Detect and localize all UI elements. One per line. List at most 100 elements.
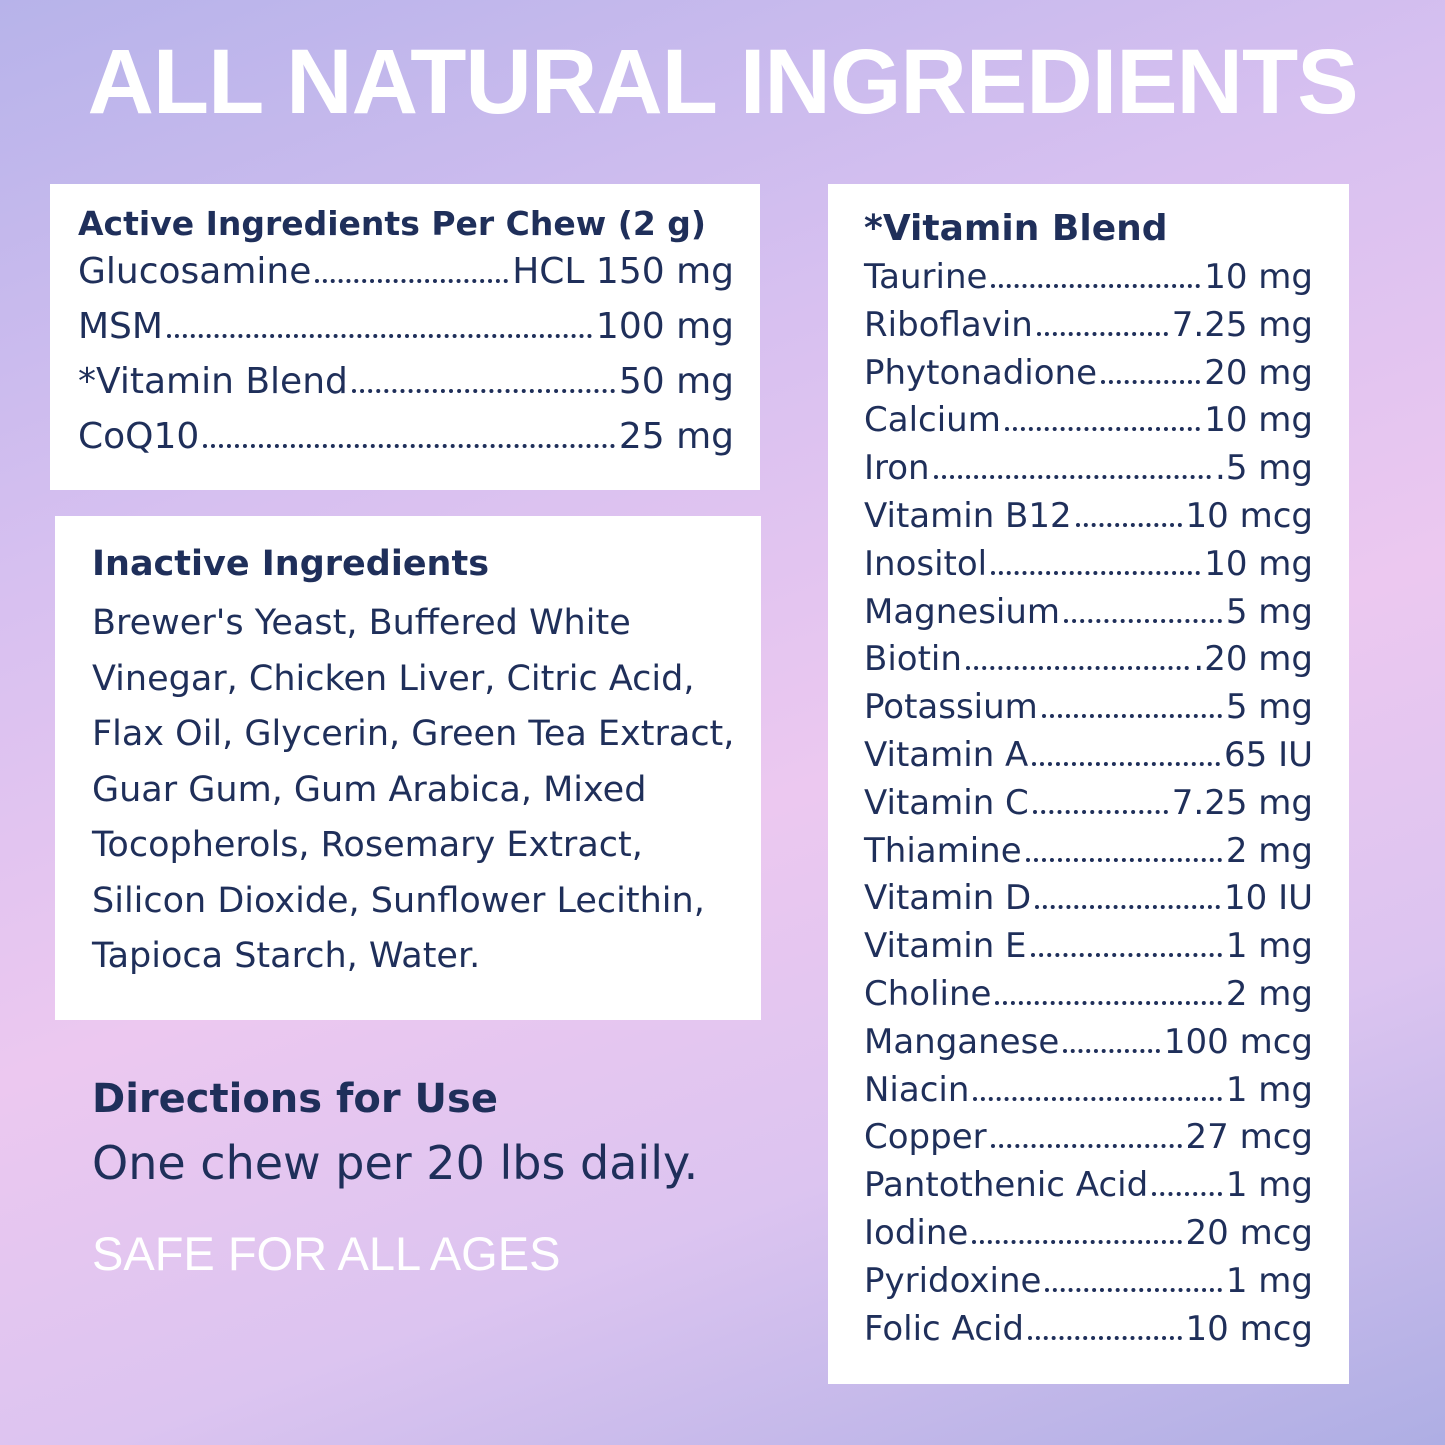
- dot-leader: [1032, 809, 1168, 814]
- ingredient-amount: HCL 150 mg: [512, 251, 734, 292]
- ingredient-row: Niacin 1 mg: [864, 1067, 1313, 1115]
- ingredient-row: Vitamin E 1 mg: [864, 923, 1313, 971]
- ingredient-amount: 10 mg: [1204, 257, 1313, 297]
- ingredient-row: Inositol 10 mg: [864, 541, 1313, 589]
- ingredient-name: Iron: [864, 448, 930, 489]
- ingredient-row: Vitamin B12 10 mcg: [864, 493, 1313, 541]
- ingredient-name: Manganese: [864, 1021, 1060, 1062]
- ingredient-row: Vitamin D 10 IU: [864, 875, 1313, 923]
- ingredient-amount: 20 mcg: [1185, 1212, 1313, 1253]
- dot-leader: [1036, 331, 1168, 336]
- ingredient-row: Riboflavin 7.25 mg: [864, 302, 1313, 350]
- active-ingredients-list: Glucosamine HCL 150 mg MSM 100 mg *Vitamin B…: [78, 244, 734, 464]
- dot-leader: [166, 334, 592, 338]
- inactive-ingredients-text: Brewer's Yeast, Buffered White Vinegar, …: [92, 603, 735, 976]
- ingredient-row: Pyridoxine 1 mg: [864, 1258, 1313, 1306]
- ingredient-amount: 5 mg: [1225, 687, 1313, 728]
- ingredient-amount: 2 mg: [1225, 973, 1313, 1014]
- ingredient-amount: 2 mg: [1225, 830, 1313, 871]
- ingredient-row: Potassium 5 mg: [864, 684, 1313, 732]
- ingredient-row: Magnesium 5 mg: [864, 589, 1313, 637]
- ingredient-row: Iodine 20 mcg: [864, 1210, 1313, 1258]
- active-ingredients-panel: Active Ingredients Per Chew (2 g) Glucos…: [50, 184, 760, 490]
- ingredient-amount: 10 mg: [1204, 543, 1313, 584]
- ingredient-name: Vitamin A: [864, 734, 1029, 775]
- ingredient-amount: 65 IU: [1224, 734, 1313, 775]
- dot-leader: [1035, 905, 1221, 910]
- dot-leader: [203, 444, 615, 448]
- ingredient-row: Calcium 10 mg: [864, 397, 1313, 445]
- ingredient-row: Pantothenic Acid 1 mg: [864, 1162, 1313, 1210]
- ingredient-row: Taurine 10 mg: [864, 254, 1313, 302]
- ingredient-amount: 7.25 mg: [1171, 782, 1313, 823]
- ingredient-amount: 27 mcg: [1185, 1117, 1313, 1158]
- ingredient-name: Potassium: [864, 687, 1038, 728]
- ingredient-amount: 100 mcg: [1163, 1021, 1313, 1062]
- dot-leader: [1030, 953, 1222, 958]
- dot-leader: [1004, 427, 1201, 432]
- dot-leader: [933, 475, 1212, 480]
- ingredient-name: Biotin: [864, 639, 962, 680]
- ingredient-amount: 20 mg: [1204, 352, 1313, 393]
- ingredient-name: Calcium: [864, 400, 1001, 441]
- ingredient-amount: 10 mcg: [1185, 1308, 1313, 1349]
- dot-leader: [991, 284, 1201, 288]
- vitamin-blend-heading: *Vitamin Blend: [864, 208, 1168, 249]
- ingredient-name: Magnesium: [864, 591, 1061, 632]
- ingredient-row: Vitamin C 7.25 mg: [864, 780, 1313, 828]
- dot-leader: [1027, 1335, 1182, 1340]
- ingredient-name: Riboflavin: [864, 304, 1033, 345]
- directions-text: One chew per 20 lbs daily.: [92, 1136, 699, 1190]
- ingredient-row: Copper 27 mcg: [864, 1114, 1313, 1162]
- dot-leader: [1064, 618, 1222, 623]
- ingredient-row: Manganese 100 mcg: [864, 1019, 1313, 1067]
- ingredient-amount: 50 mg: [618, 361, 734, 402]
- ingredient-row: Thiamine 2 mg: [864, 828, 1313, 876]
- ingredient-row: Folic Acid 10 mcg: [864, 1306, 1313, 1354]
- ingredient-name: Pantothenic Acid: [864, 1165, 1149, 1206]
- ingredient-name: *Vitamin Blend: [78, 361, 348, 402]
- ingredient-name: MSM: [78, 306, 163, 347]
- dot-leader: [995, 1000, 1222, 1005]
- ingredient-row: CoQ10 25 mg: [78, 409, 734, 464]
- ingredient-name: Vitamin E: [864, 926, 1027, 967]
- dot-leader: [991, 570, 1201, 575]
- dot-leader: [1041, 714, 1222, 719]
- dot-leader: [965, 666, 1190, 671]
- ingredient-amount: 1 mg: [1225, 926, 1313, 967]
- ingredient-amount: 10 mg: [1204, 400, 1313, 441]
- ingredient-name: Vitamin C: [864, 782, 1029, 823]
- ingredient-amount: 100 mg: [595, 306, 734, 347]
- dot-leader: [972, 1239, 1182, 1244]
- dot-leader: [315, 279, 509, 283]
- ingredient-amount: 10 IU: [1224, 878, 1313, 919]
- ingredient-name: CoQ10: [78, 416, 200, 457]
- ingredient-name: Taurine: [864, 257, 988, 297]
- directions-heading: Directions for Use: [92, 1076, 498, 1122]
- ingredient-amount: .20 mg: [1193, 639, 1313, 680]
- ingredient-row: Iron .5 mg: [864, 445, 1313, 493]
- ingredient-amount: 1 mg: [1225, 1069, 1313, 1110]
- ingredient-amount: 10 mcg: [1185, 495, 1313, 536]
- ingredient-name: Pyridoxine: [864, 1260, 1042, 1301]
- ingredient-name: Iodine: [864, 1212, 969, 1253]
- dot-leader: [1025, 857, 1222, 862]
- inactive-ingredients-heading: Inactive Ingredients: [92, 544, 490, 584]
- ingredient-name: Vitamin B12: [864, 495, 1072, 536]
- ingredient-row: Glucosamine HCL 150 mg: [78, 244, 734, 299]
- safe-for-all-ages: SAFE FOR ALL AGES: [92, 1227, 561, 1280]
- ingredient-amount: 7.25 mg: [1171, 304, 1313, 345]
- ingredient-name: Phytonadione: [864, 352, 1097, 393]
- inactive-ingredients-panel: Inactive Ingredients Brewer's Yeast, Buf…: [55, 516, 761, 1020]
- dot-leader: [1045, 1287, 1222, 1292]
- ingredient-amount: 5 mg: [1225, 591, 1313, 632]
- ingredient-row: Phytonadione 20 mg: [864, 350, 1313, 398]
- ingredient-name: Vitamin D: [864, 878, 1032, 919]
- ingredient-row: Vitamin A 65 IU: [864, 732, 1313, 780]
- vitamin-blend-panel: *Vitamin Blend Taurine 10 mg Riboflavin 7.2…: [828, 184, 1349, 1384]
- dot-leader: [990, 1144, 1182, 1149]
- dot-leader: [1075, 522, 1182, 527]
- ingredient-row: MSM 100 mg: [78, 299, 734, 354]
- ingredient-amount: 25 mg: [618, 416, 734, 457]
- ingredient-name: Copper: [864, 1117, 987, 1158]
